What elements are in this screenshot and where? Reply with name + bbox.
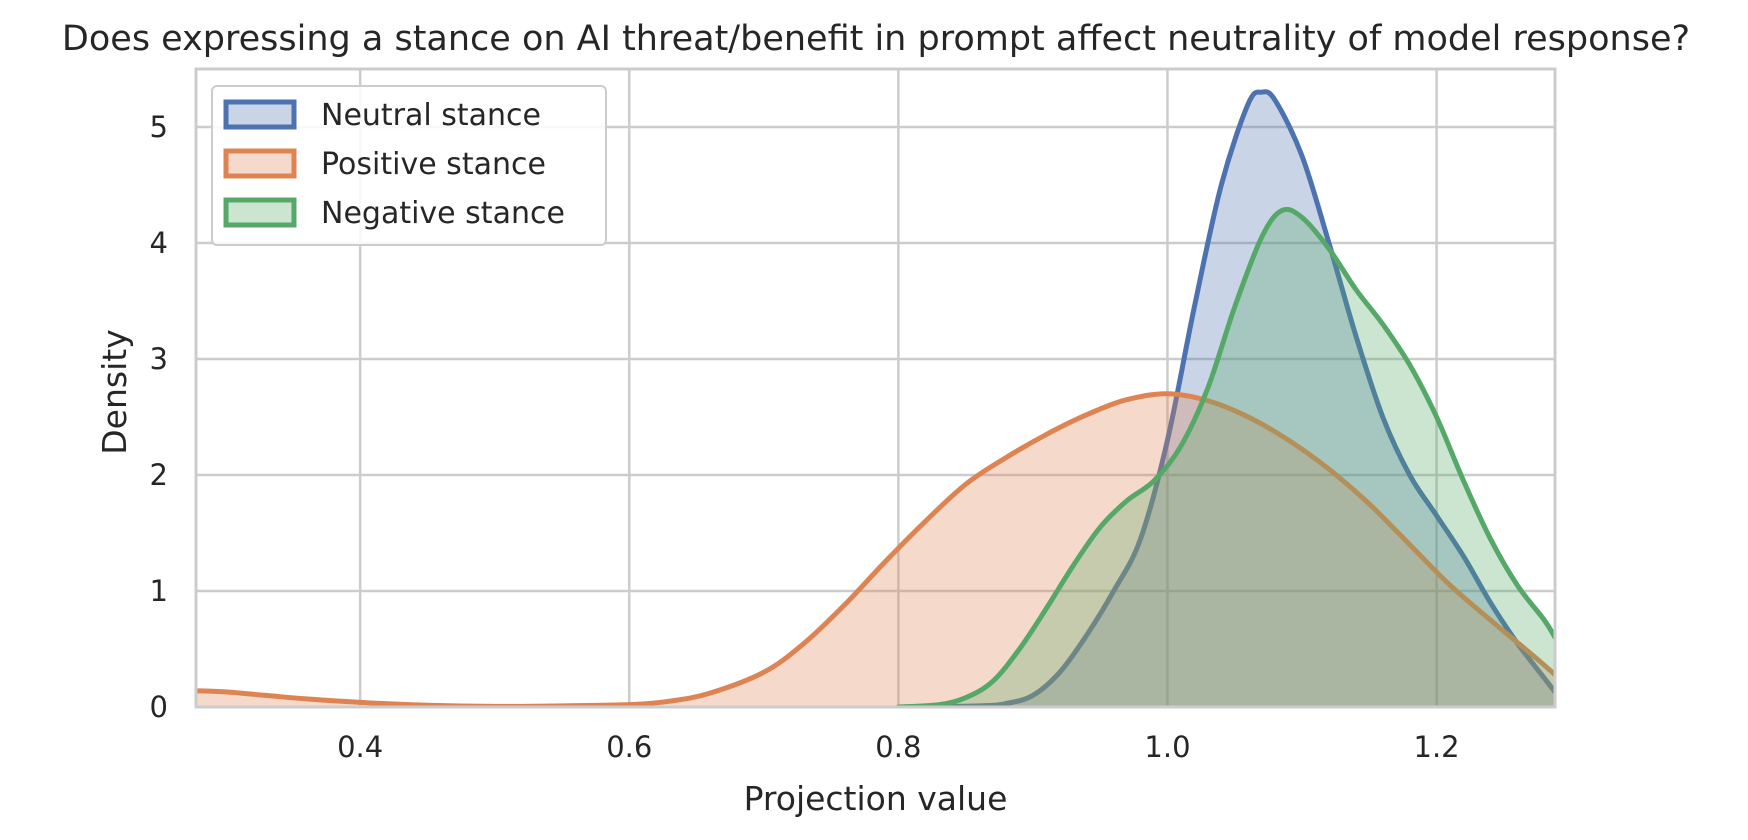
y-axis-label: Density <box>95 329 134 454</box>
x-tick-label: 0.8 <box>875 730 921 764</box>
negative-stance-legend-swatch <box>226 200 294 225</box>
chart-title: Does expressing a stance on AI threat/be… <box>62 19 1690 59</box>
negative-stance-legend-label: Negative stance <box>321 196 565 231</box>
x-tick-label: 1.0 <box>1144 730 1190 764</box>
x-tick-label: 0.4 <box>337 730 383 764</box>
legend: Neutral stance Positive stance Negative st… <box>212 86 606 245</box>
x-tick-label: 1.2 <box>1414 730 1460 764</box>
x-tick-labels: 0.4 0.6 0.8 1.0 1.2 <box>337 730 1460 764</box>
y-tick-label: 5 <box>150 110 168 144</box>
y-tick-label: 2 <box>150 458 168 492</box>
y-tick-label: 1 <box>150 574 168 608</box>
x-axis-label: Projection value <box>744 779 1008 818</box>
y-tick-label: 4 <box>150 226 168 260</box>
y-tick-label: 3 <box>150 342 168 376</box>
x-tick-label: 0.6 <box>606 730 652 764</box>
positive-stance-legend-swatch <box>226 151 294 176</box>
neutral-stance-legend-label: Neutral stance <box>321 98 541 133</box>
y-tick-labels: 0 1 2 3 4 5 <box>150 110 168 724</box>
positive-stance-legend-label: Positive stance <box>321 147 546 182</box>
neutral-stance-legend-swatch <box>226 102 294 127</box>
y-tick-label: 0 <box>150 690 168 724</box>
